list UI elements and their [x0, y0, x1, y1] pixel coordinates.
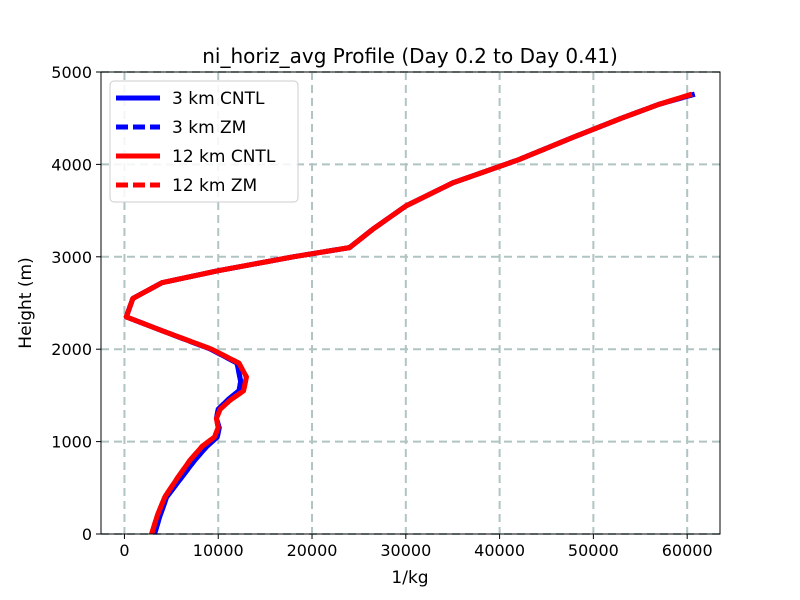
legend-entries: 3 km CNTL 3 km ZM 12 km CNTL 12 km ZM [116, 89, 276, 196]
x-tick-label: 20000 [287, 541, 338, 560]
y-tick-label: 5000 [51, 63, 92, 82]
grid [101, 71, 720, 535]
y-tick-label: 3000 [51, 248, 92, 267]
legend: 3 km CNTL 3 km ZM 12 km CNTL 12 km ZM [109, 80, 299, 203]
legend-frame [109, 80, 299, 203]
y-tick-label: 0 [82, 525, 92, 544]
y-axis-label: Height (m) [16, 257, 36, 348]
y-tick-label: 2000 [51, 340, 92, 359]
x-tick-label: 60000 [662, 541, 713, 560]
series-layer [123, 91, 696, 535]
x-tick-label: 40000 [474, 541, 525, 560]
x-tick-label: 50000 [568, 541, 619, 560]
axes-frame [100, 71, 721, 535]
ticks: 0 10000 20000 30000 40000 50000 60000 0 1000 2000… [51, 63, 712, 560]
y-tick-label: 4000 [51, 155, 92, 174]
x-tick-label: 10000 [193, 541, 244, 560]
legend-label: 3 km ZM [172, 118, 246, 138]
series-line-2 [123, 91, 696, 535]
x-axis-label: 1/kg [391, 568, 428, 588]
legend-label: 12 km ZM [172, 176, 257, 196]
x-tick-label: 0 [119, 541, 129, 560]
x-tick-label: 30000 [380, 541, 431, 560]
legend-label: 3 km CNTL [172, 89, 265, 109]
chart-title: ni_horiz_avg Profile (Day 0.2 to Day 0.4… [202, 44, 618, 68]
y-tick-label: 1000 [51, 433, 92, 452]
legend-label: 12 km CNTL [172, 147, 276, 167]
series-line-4 [123, 91, 693, 535]
